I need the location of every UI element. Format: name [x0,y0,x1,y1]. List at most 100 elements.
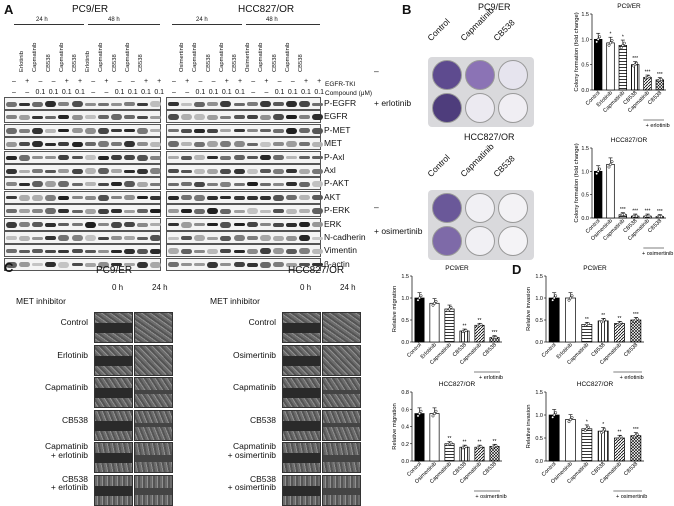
blot-band [150,223,162,227]
y-tick-label: 0.0 [401,459,409,465]
compound-dose: 0.1 [274,89,285,96]
blot-band [110,221,122,228]
data-point [647,214,651,218]
blot-band [194,101,206,107]
blot-band [259,141,271,147]
blot-band [32,209,44,214]
blot-band [84,208,96,214]
data-point [416,414,420,418]
wound-image [134,442,173,473]
blot-strip [4,164,162,177]
blot-band [19,194,31,201]
protein-label: P-AKT [324,178,350,189]
bar-1 [606,42,615,91]
blot-band [150,141,162,147]
data-point [586,322,590,325]
colony-well [465,93,495,123]
significance-mark: * [586,419,588,425]
wound-gap [283,323,320,333]
blot-band [45,101,57,107]
significance-mark: ** [493,439,497,445]
blot-strip [4,177,162,191]
blot-band [299,168,310,174]
blot-band [32,156,44,160]
blot-strip [4,257,162,271]
blot-band [299,263,310,267]
blot-band [58,115,70,120]
y-tick-label: 0.5 [581,193,589,199]
blot-band [220,235,232,241]
wound-gap [323,422,360,427]
wound-gap [283,453,320,463]
blot-band [259,101,271,107]
blot-strip [166,257,324,271]
blot-band [207,208,219,215]
lane-label: CB538 [111,54,118,72]
blot-band [19,209,31,214]
blot-band [246,102,258,106]
blot-band [110,196,122,200]
wound-gap [95,323,132,333]
blot-band [233,141,245,148]
egfr-sign: + [264,78,269,85]
blot-band [150,115,162,119]
lane-label: CB538 [232,54,238,72]
lane-label: CB538 [205,54,212,72]
blot-band [220,221,232,228]
data-point [569,418,572,422]
wound-row-label: Erlotinib [57,349,88,360]
blot-band [272,209,284,214]
blot-band [285,222,297,227]
compound-dose: 0.1 [314,89,325,96]
blot-strip [4,190,162,204]
chart-title: HCC827/OR [611,137,648,144]
bar-0 [414,297,425,343]
blot-band [6,182,17,187]
lane-label: Osimertinib [179,42,186,72]
blot-band [194,181,206,187]
compound-dose: 0.1 [154,89,165,96]
y-tick-label: 1.5 [581,146,589,152]
wound-row-label: CB538 + osimertinib [227,473,276,493]
blot-band [71,182,83,186]
wound-image [134,344,173,376]
blot-strip [4,244,162,258]
wound-row-label: Osimertinib [233,349,276,360]
blot-band [32,141,44,148]
blot-band [220,115,232,119]
data-point [619,321,623,325]
chart-ylabel: Relative migration [392,286,398,332]
b-row-erlotinib: + erlotinib [374,98,412,108]
wound-gap [95,388,132,398]
blot-band [110,263,122,267]
blot-band [97,155,109,160]
blot-band [6,236,17,240]
wound-image [94,474,133,506]
blot-band [45,194,57,201]
blot-band [45,262,57,268]
data-point [434,299,438,303]
blot-band [32,181,44,188]
blot-band [246,156,258,160]
y-tick-label: 0.0 [581,88,589,94]
blot-band [97,127,109,134]
blot-band [123,236,135,240]
blot-band [207,195,219,200]
protein-label: P-Axl [324,151,345,162]
blot-band [84,182,96,187]
blot-band [181,114,193,121]
blot-band [285,235,297,241]
bar-0 [593,38,603,91]
category-label: CB538 [482,461,498,477]
bar-3 [459,330,470,343]
wound-image [134,312,173,343]
blot-band [207,114,219,120]
compound-dose: 0.1 [61,89,72,96]
category-label: CB538 [647,90,663,106]
data-point [479,445,483,448]
wound-gap [283,485,320,496]
blot-band [207,236,219,240]
wound-row-label: Control [60,317,88,327]
blot-band [32,127,44,134]
blot-band [181,142,193,147]
